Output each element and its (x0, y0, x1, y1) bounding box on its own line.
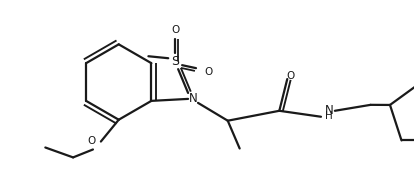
Text: O: O (286, 71, 295, 81)
Text: O: O (171, 25, 179, 36)
Text: O: O (204, 67, 212, 77)
Text: S: S (171, 55, 179, 68)
Text: N: N (189, 92, 198, 105)
Text: N: N (324, 104, 333, 117)
Text: O: O (88, 135, 96, 146)
Text: H: H (325, 111, 333, 121)
